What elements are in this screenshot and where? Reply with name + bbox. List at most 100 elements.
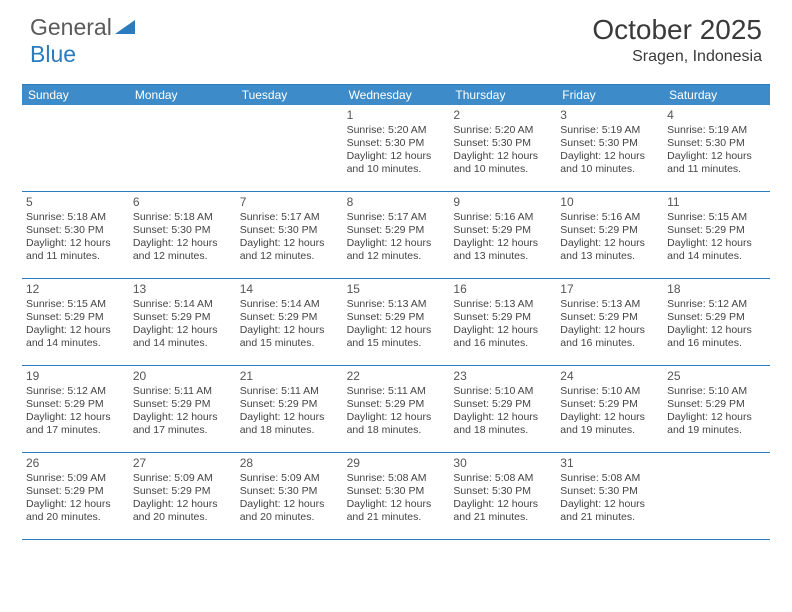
day-info: Sunrise: 5:15 AMSunset: 5:29 PMDaylight:… bbox=[26, 298, 125, 351]
day-number: 28 bbox=[240, 456, 339, 470]
day-header: Thursday bbox=[449, 85, 556, 105]
day-info: Sunrise: 5:08 AMSunset: 5:30 PMDaylight:… bbox=[453, 472, 552, 525]
day-cell: 6 Sunrise: 5:18 AMSunset: 5:30 PMDaylight… bbox=[129, 192, 236, 278]
day-cell: 11Sunrise: 5:15 AMSunset: 5:29 PMDayligh… bbox=[663, 192, 770, 278]
day-header: Sunday bbox=[22, 85, 129, 105]
day-number: 13 bbox=[133, 282, 232, 296]
day-number: 8 bbox=[347, 195, 446, 209]
day-number: 27 bbox=[133, 456, 232, 470]
day-cell: 15 Sunrise: 5:13 AMSunset: 5:29 PMDayligh… bbox=[343, 279, 450, 365]
day-number: 10 bbox=[560, 195, 659, 209]
day-cell: 13 Sunrise: 5:14 AMSunset: 5:29 PMDayligh… bbox=[129, 279, 236, 365]
day-info: Sunrise: 5:16 AMSunset: 5:29 PMDaylight:… bbox=[560, 211, 659, 264]
day-number: 20 bbox=[133, 369, 232, 383]
day-number: 11 bbox=[667, 195, 766, 209]
day-cell: 4Sunrise: 5:19 AMSunset: 5:30 PMDaylight… bbox=[663, 105, 770, 191]
day-info: Sunrise: 5:11 AMSunset: 5:29 PMDaylight:… bbox=[240, 385, 339, 438]
day-number: 19 bbox=[26, 369, 125, 383]
day-cell: 5 Sunrise: 5:18 AMSunset: 5:30 PMDaylight… bbox=[22, 192, 129, 278]
day-cell: 29Sunrise: 5:08 AMSunset: 5:30 PMDayligh… bbox=[343, 453, 450, 539]
day-number: 31 bbox=[560, 456, 659, 470]
week-row: 1 Sunrise: 5:20 AMSunset: 5:30 PMDaylight… bbox=[22, 105, 770, 192]
day-cell: 3 Sunrise: 5:19 AMSunset: 5:30 PMDaylight… bbox=[556, 105, 663, 191]
day-cell: 1 Sunrise: 5:20 AMSunset: 5:30 PMDaylight… bbox=[343, 105, 450, 191]
day-info: Sunrise: 5:10 AMSunset: 5:29 PMDaylight:… bbox=[453, 385, 552, 438]
day-number: 2 bbox=[453, 108, 552, 122]
day-number: 21 bbox=[240, 369, 339, 383]
day-number: 15 bbox=[347, 282, 446, 296]
logo-text: GeneralBlue bbox=[30, 14, 136, 68]
day-number: 30 bbox=[453, 456, 552, 470]
day-number: 6 bbox=[133, 195, 232, 209]
day-cell: 16 Sunrise: 5:13 AMSunset: 5:29 PMDayligh… bbox=[449, 279, 556, 365]
location: Sragen, Indonesia bbox=[592, 48, 762, 66]
day-info: Sunrise: 5:19 AMSunset: 5:30 PMDaylight:… bbox=[560, 124, 659, 177]
day-info: Sunrise: 5:10 AMSunset: 5:29 PMDaylight:… bbox=[560, 385, 659, 438]
day-info: Sunrise: 5:20 AMSunset: 5:30 PMDaylight:… bbox=[347, 124, 446, 177]
day-cell: 27 Sunrise: 5:09 AMSunset: 5:29 PMDayligh… bbox=[129, 453, 236, 539]
day-cell: 12 Sunrise: 5:15 AMSunset: 5:29 PMDayligh… bbox=[22, 279, 129, 365]
logo-blue: Blue bbox=[30, 41, 76, 67]
month-title: October 2025 bbox=[592, 14, 762, 46]
day-cell: 26 Sunrise: 5:09 AMSunset: 5:29 PMDayligh… bbox=[22, 453, 129, 539]
day-number: 17 bbox=[560, 282, 659, 296]
day-number: 7 bbox=[240, 195, 339, 209]
day-cell: 31Sunrise: 5:08 AMSunset: 5:30 PMDayligh… bbox=[556, 453, 663, 539]
week-row: 5 Sunrise: 5:18 AMSunset: 5:30 PMDaylight… bbox=[22, 192, 770, 279]
day-cell: 17Sunrise: 5:13 AMSunset: 5:29 PMDayligh… bbox=[556, 279, 663, 365]
day-info: Sunrise: 5:11 AMSunset: 5:29 PMDaylight:… bbox=[133, 385, 232, 438]
day-info: Sunrise: 5:14 AMSunset: 5:29 PMDaylight:… bbox=[133, 298, 232, 351]
day-info: Sunrise: 5:18 AMSunset: 5:30 PMDaylight:… bbox=[26, 211, 125, 264]
day-number: 16 bbox=[453, 282, 552, 296]
day-cell: 30 Sunrise: 5:08 AMSunset: 5:30 PMDayligh… bbox=[449, 453, 556, 539]
day-cell: 22Sunrise: 5:11 AMSunset: 5:29 PMDayligh… bbox=[343, 366, 450, 452]
day-info: Sunrise: 5:17 AMSunset: 5:30 PMDaylight:… bbox=[240, 211, 339, 264]
day-cell-empty bbox=[236, 105, 343, 191]
day-info: Sunrise: 5:11 AMSunset: 5:29 PMDaylight:… bbox=[347, 385, 446, 438]
day-info: Sunrise: 5:09 AMSunset: 5:29 PMDaylight:… bbox=[133, 472, 232, 525]
day-number: 18 bbox=[667, 282, 766, 296]
day-info: Sunrise: 5:08 AMSunset: 5:30 PMDaylight:… bbox=[347, 472, 446, 525]
day-cell: 24Sunrise: 5:10 AMSunset: 5:29 PMDayligh… bbox=[556, 366, 663, 452]
header: GeneralBlue October 2025 Sragen, Indones… bbox=[0, 0, 792, 76]
day-number: 26 bbox=[26, 456, 125, 470]
day-number: 25 bbox=[667, 369, 766, 383]
day-info: Sunrise: 5:18 AMSunset: 5:30 PMDaylight:… bbox=[133, 211, 232, 264]
day-header: Wednesday bbox=[343, 85, 450, 105]
day-number: 1 bbox=[347, 108, 446, 122]
day-info: Sunrise: 5:17 AMSunset: 5:29 PMDaylight:… bbox=[347, 211, 446, 264]
day-cell: 25 Sunrise: 5:10 AMSunset: 5:29 PMDayligh… bbox=[663, 366, 770, 452]
day-cell-empty bbox=[22, 105, 129, 191]
day-info: Sunrise: 5:12 AMSunset: 5:29 PMDaylight:… bbox=[26, 385, 125, 438]
day-cell: 7 Sunrise: 5:17 AMSunset: 5:30 PMDaylight… bbox=[236, 192, 343, 278]
day-number: 5 bbox=[26, 195, 125, 209]
day-number: 23 bbox=[453, 369, 552, 383]
day-number: 9 bbox=[453, 195, 552, 209]
day-cell: 19 Sunrise: 5:12 AMSunset: 5:29 PMDayligh… bbox=[22, 366, 129, 452]
logo-general: General bbox=[30, 14, 112, 40]
day-cell-empty bbox=[663, 453, 770, 539]
day-cell: 14Sunrise: 5:14 AMSunset: 5:29 PMDayligh… bbox=[236, 279, 343, 365]
day-cell-empty bbox=[129, 105, 236, 191]
day-info: Sunrise: 5:09 AMSunset: 5:30 PMDaylight:… bbox=[240, 472, 339, 525]
day-number: 12 bbox=[26, 282, 125, 296]
week-row: 26 Sunrise: 5:09 AMSunset: 5:29 PMDayligh… bbox=[22, 453, 770, 540]
day-header: Friday bbox=[556, 85, 663, 105]
calendar: SundayMondayTuesdayWednesdayThursdayFrid… bbox=[22, 84, 770, 540]
day-info: Sunrise: 5:13 AMSunset: 5:29 PMDaylight:… bbox=[453, 298, 552, 351]
day-info: Sunrise: 5:14 AMSunset: 5:29 PMDaylight:… bbox=[240, 298, 339, 351]
day-number: 4 bbox=[667, 108, 766, 122]
day-cell: 2Sunrise: 5:20 AMSunset: 5:30 PMDaylight… bbox=[449, 105, 556, 191]
day-cell: 10 Sunrise: 5:16 AMSunset: 5:29 PMDayligh… bbox=[556, 192, 663, 278]
day-cell: 18Sunrise: 5:12 AMSunset: 5:29 PMDayligh… bbox=[663, 279, 770, 365]
logo: GeneralBlue bbox=[30, 14, 136, 68]
day-info: Sunrise: 5:13 AMSunset: 5:29 PMDaylight:… bbox=[347, 298, 446, 351]
week-row: 19 Sunrise: 5:12 AMSunset: 5:29 PMDayligh… bbox=[22, 366, 770, 453]
day-cell: 9 Sunrise: 5:16 AMSunset: 5:29 PMDaylight… bbox=[449, 192, 556, 278]
day-info: Sunrise: 5:09 AMSunset: 5:29 PMDaylight:… bbox=[26, 472, 125, 525]
day-info: Sunrise: 5:10 AMSunset: 5:29 PMDaylight:… bbox=[667, 385, 766, 438]
day-cell: 28 Sunrise: 5:09 AMSunset: 5:30 PMDayligh… bbox=[236, 453, 343, 539]
day-number: 3 bbox=[560, 108, 659, 122]
day-header-row: SundayMondayTuesdayWednesdayThursdayFrid… bbox=[22, 85, 770, 105]
day-info: Sunrise: 5:16 AMSunset: 5:29 PMDaylight:… bbox=[453, 211, 552, 264]
